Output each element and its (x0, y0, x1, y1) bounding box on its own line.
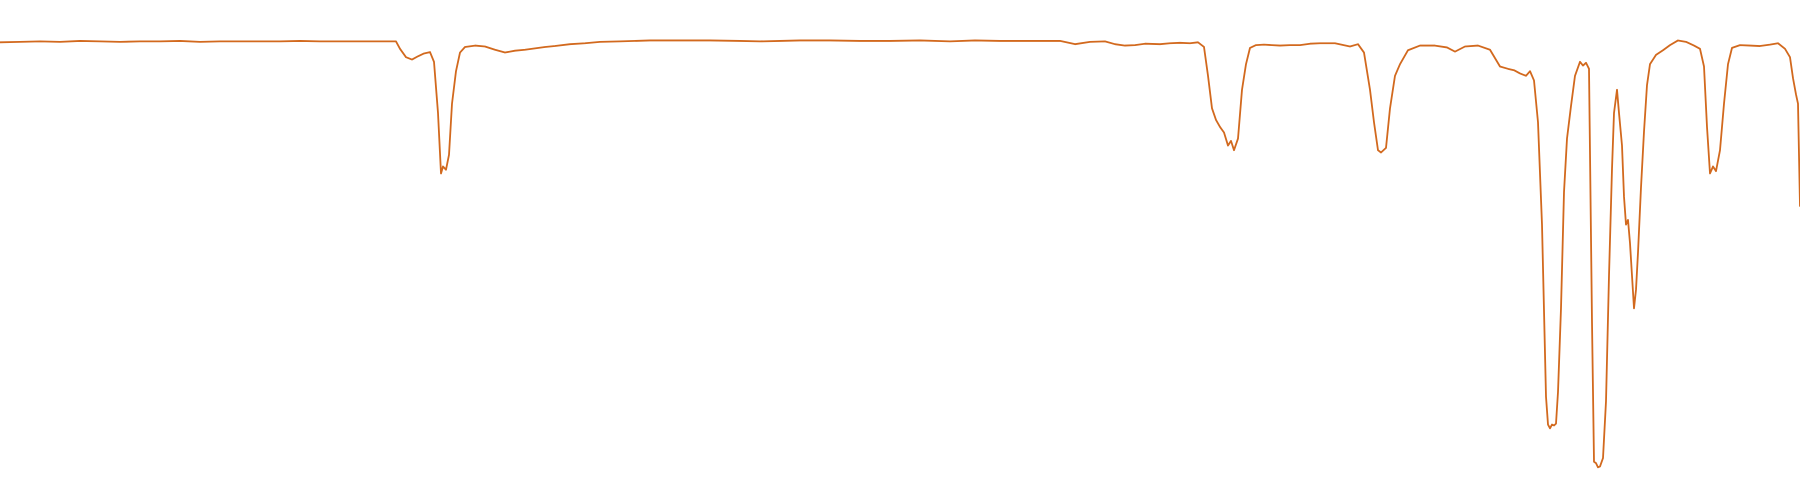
series-line-0 (0, 39, 1800, 469)
plot-area (0, 39, 1800, 469)
